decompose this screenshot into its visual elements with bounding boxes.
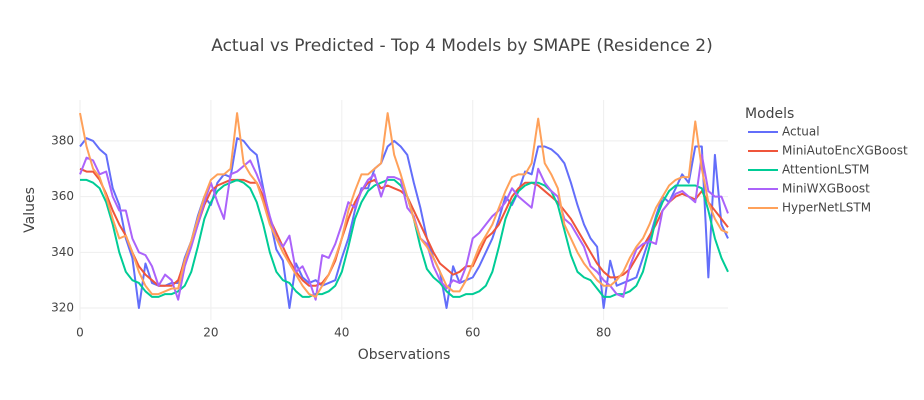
series-line xyxy=(79,112,729,298)
x-tick-label: 20 xyxy=(203,326,218,340)
legend-label: MiniAutoEncXGBoost xyxy=(782,144,908,158)
legend-label: HyperNetLSTM xyxy=(782,201,871,215)
y-tick-label: 380 xyxy=(51,133,74,147)
x-tick-label: 40 xyxy=(334,326,349,340)
legend-title: Models xyxy=(745,106,794,122)
chart-title: Actual vs Predicted - Top 4 Models by SM… xyxy=(211,36,712,56)
legend-label: AttentionLSTM xyxy=(782,163,869,177)
legend-label: MiniWXGBoost xyxy=(782,182,870,196)
x-axis-title: Observations xyxy=(358,347,451,363)
x-tick-label: 0 xyxy=(76,326,84,340)
y-tick-label: 320 xyxy=(51,301,74,315)
x-tick-label: 60 xyxy=(465,326,480,340)
y-tick-label: 360 xyxy=(51,189,74,203)
y-axis-title: Values xyxy=(22,187,38,233)
y-tick-label: 340 xyxy=(51,245,74,259)
series-line xyxy=(79,153,729,301)
x-tick-label: 80 xyxy=(596,326,611,340)
legend-label: Actual xyxy=(782,125,820,139)
